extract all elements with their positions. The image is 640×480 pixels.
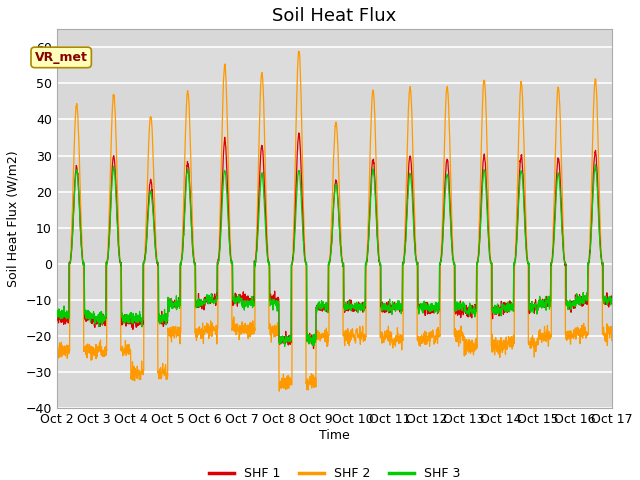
Title: Soil Heat Flux: Soil Heat Flux xyxy=(273,7,397,25)
Text: VR_met: VR_met xyxy=(35,51,88,64)
Bar xyxy=(57,29,612,48)
Bar xyxy=(57,372,612,408)
Bar xyxy=(57,300,612,336)
Bar xyxy=(57,84,612,120)
Bar xyxy=(57,228,612,264)
Legend: SHF 1, SHF 2, SHF 3: SHF 1, SHF 2, SHF 3 xyxy=(204,462,465,480)
X-axis label: Time: Time xyxy=(319,429,350,442)
Y-axis label: Soil Heat Flux (W/m2): Soil Heat Flux (W/m2) xyxy=(7,150,20,287)
Bar xyxy=(57,156,612,192)
